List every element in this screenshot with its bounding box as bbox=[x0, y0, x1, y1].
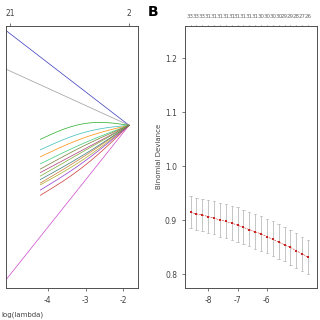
Y-axis label: Binomial Deviance: Binomial Deviance bbox=[156, 124, 162, 189]
Text: B: B bbox=[148, 4, 158, 19]
Text: log(lambda): log(lambda) bbox=[1, 312, 44, 318]
